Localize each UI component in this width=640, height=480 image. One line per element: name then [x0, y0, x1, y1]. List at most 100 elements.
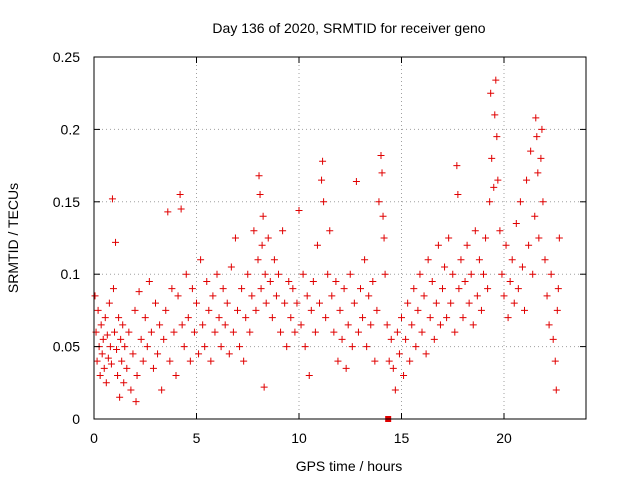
data-point — [543, 292, 551, 300]
data-point — [371, 357, 379, 365]
data-point — [512, 220, 520, 228]
data-point — [533, 133, 541, 141]
data-point — [471, 227, 479, 235]
data-point — [486, 198, 494, 206]
data-point — [521, 306, 528, 314]
data-point — [219, 285, 227, 293]
x-tick-label: 10 — [291, 430, 307, 446]
data-point — [441, 263, 449, 271]
data-point — [170, 328, 178, 336]
data-point — [211, 328, 219, 336]
data-point — [404, 299, 412, 307]
data-point — [184, 314, 192, 322]
data-point — [346, 270, 354, 278]
data-point — [145, 277, 153, 285]
data-point — [242, 314, 250, 322]
data-point — [250, 227, 258, 235]
data-point — [393, 328, 401, 336]
data-point — [488, 154, 496, 162]
data-point — [109, 285, 117, 293]
chart-title: Day 136 of 2020, SRMTID for receiver gen… — [212, 20, 485, 36]
data-point — [97, 321, 105, 329]
data-point — [547, 270, 555, 278]
plot-frame — [93, 56, 587, 420]
data-point — [129, 350, 137, 358]
data-point — [322, 314, 330, 322]
data-point — [246, 328, 254, 336]
data-point — [277, 328, 285, 336]
data-point — [108, 195, 116, 203]
data-point — [389, 364, 397, 372]
data-point — [143, 343, 151, 351]
data-point — [289, 285, 297, 293]
data-point — [342, 364, 350, 372]
data-point — [316, 299, 323, 307]
data-point — [99, 335, 107, 343]
data-point — [531, 212, 539, 220]
data-point — [114, 372, 122, 380]
data-point — [359, 314, 367, 322]
data-point — [160, 335, 168, 343]
data-point — [149, 364, 157, 372]
data-point — [217, 343, 225, 351]
data-point — [377, 151, 385, 159]
data-point — [555, 234, 563, 242]
data-point — [275, 270, 282, 278]
data-point — [420, 292, 428, 300]
y-tick-label: 0.05 — [53, 339, 80, 355]
data-point — [268, 314, 276, 322]
y-tick-labels: 0 0.05 0.1 0.15 0.2 0.25 — [53, 49, 80, 427]
data-point — [236, 343, 244, 351]
data-point — [201, 343, 209, 351]
data-point — [378, 169, 386, 177]
data-point — [207, 357, 215, 365]
data-point — [258, 241, 266, 249]
data-point — [539, 198, 547, 206]
data-point — [525, 241, 533, 249]
data-point — [248, 292, 256, 300]
data-point — [221, 321, 229, 329]
data-point — [318, 176, 326, 184]
data-point — [127, 386, 135, 394]
data-point — [156, 321, 164, 329]
data-point — [91, 292, 99, 300]
data-point — [406, 357, 414, 365]
data-point — [259, 212, 267, 220]
data-point — [112, 238, 120, 246]
data-point — [197, 256, 205, 264]
data-point — [116, 393, 124, 401]
data-point — [123, 364, 131, 372]
data-point — [553, 306, 561, 314]
data-point — [293, 299, 301, 307]
data-point — [100, 364, 108, 372]
data-point — [493, 133, 501, 141]
data-point — [101, 314, 109, 322]
data-point — [94, 306, 102, 314]
data-point — [534, 169, 542, 177]
data-point — [266, 277, 274, 285]
data-point — [545, 321, 553, 329]
data-point — [225, 350, 233, 358]
data-point — [261, 270, 269, 278]
data-point — [410, 285, 418, 293]
data-point — [424, 256, 432, 264]
data-point — [162, 306, 170, 314]
data-point — [133, 372, 141, 380]
data-point — [227, 263, 235, 271]
grid-lines — [94, 57, 586, 419]
data-point — [106, 343, 114, 351]
data-point — [551, 357, 559, 365]
data-point — [500, 292, 508, 300]
data-point — [491, 111, 499, 119]
data-point — [98, 350, 106, 358]
data-point — [516, 198, 524, 206]
data-point — [402, 335, 410, 343]
data-point — [188, 285, 196, 293]
data-point — [195, 350, 203, 358]
data-point — [461, 277, 469, 285]
data-point — [103, 331, 111, 339]
data-point — [244, 270, 252, 278]
data-point — [297, 321, 305, 329]
data-point — [552, 386, 560, 394]
